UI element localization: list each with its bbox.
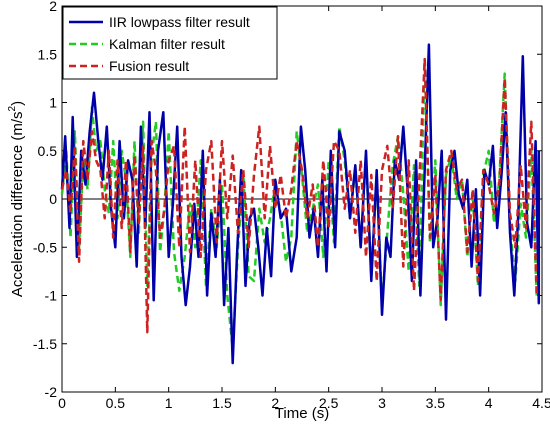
x-tick-label: 1.5 — [212, 395, 232, 411]
x-tick-label: 2.5 — [319, 395, 339, 411]
x-tick-label: 2 — [271, 395, 279, 411]
x-tick-label: 3.5 — [426, 395, 446, 411]
x-axis-label: Time (s) — [275, 405, 329, 422]
y-axis-label-superscript: 2 — [7, 105, 18, 111]
series-line-3 — [60, 57, 538, 334]
x-tick-label: 1 — [165, 395, 173, 411]
y-tick-label: -1 — [45, 288, 58, 304]
series-layer — [60, 43, 541, 365]
legend-label: Fusion result — [109, 58, 189, 74]
axis-ticks: 0 0.5 1 1.5 2 2.5 3 3.5 4 4.5 -2 -1.5 -1 -0.5 0 0.5 1 1.5… — [33, 0, 550, 411]
legend-label: IIR lowpass filter result — [109, 14, 250, 30]
y-tick-label: -0.5 — [33, 239, 57, 255]
y-axis-label: Acceleration difference (m/s2) — [7, 101, 26, 297]
y-tick-label: -2 — [45, 384, 58, 400]
series-line-2 — [60, 57, 538, 350]
x-tick-label: 3 — [378, 395, 386, 411]
x-tick-label: 0 — [58, 395, 66, 411]
y-tick-label: 0.5 — [38, 143, 58, 159]
legend: IIR lowpass filter result Kalman filter r… — [62, 6, 278, 80]
x-tick-label: 0.5 — [106, 395, 126, 411]
y-axis-label-close: ) — [9, 101, 26, 106]
y-tick-label: 0 — [49, 191, 57, 207]
x-tick-label: 4 — [485, 395, 493, 411]
y-tick-label: -1.5 — [33, 336, 57, 352]
y-tick-label: 2 — [49, 0, 57, 14]
legend-box — [62, 6, 278, 80]
y-tick-label: 1.5 — [38, 46, 58, 62]
y-tick-label: 1 — [49, 95, 57, 111]
legend-label: Kalman filter result — [109, 36, 225, 52]
y-axis-label-main: Acceleration difference (m/s — [9, 111, 26, 297]
x-tick-label: 4.5 — [532, 395, 550, 411]
